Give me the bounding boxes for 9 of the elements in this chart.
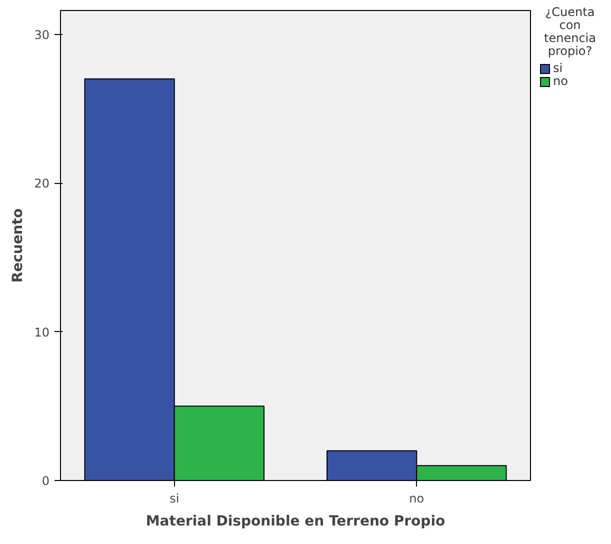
y-tick-label: 0 xyxy=(42,474,50,488)
y-tick-label: 20 xyxy=(34,176,50,191)
y-axis-title: Recuento xyxy=(10,208,26,283)
legend-label: no xyxy=(553,74,568,88)
y-tick-label: 30 xyxy=(34,28,50,42)
legend-title: ¿Cuenta con tenencia propio? xyxy=(543,6,597,58)
y-tick-label: 10 xyxy=(34,325,50,340)
x-axis-title: Material Disponible en Terreno Propio xyxy=(146,514,446,530)
legend-label: si xyxy=(553,61,563,75)
